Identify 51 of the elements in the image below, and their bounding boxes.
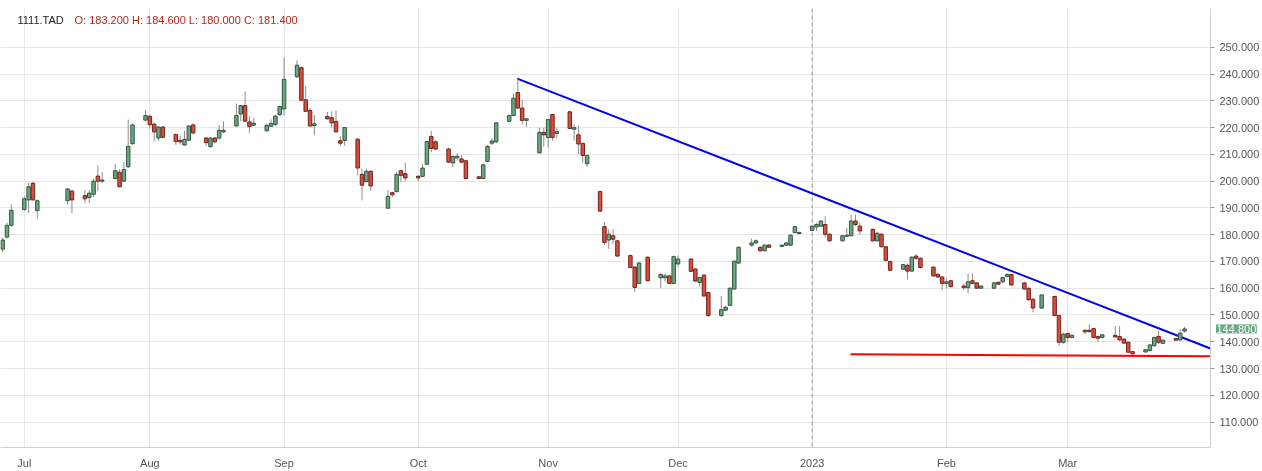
candlestick [125,119,131,169]
y-tick-label: 250.000 [1219,41,1260,54]
x-tick-label: Dec [668,456,689,469]
y-tick-label: 230.000 [1219,94,1260,107]
y-tick-label: 170.000 [1219,255,1260,268]
y-tick-label: 190.000 [1219,201,1260,214]
candlestick [602,221,607,246]
candlestick [541,127,547,148]
candlestick [645,255,650,283]
y-tick-label: 150.000 [1219,309,1260,321]
y-tick-label: 120.000 [1219,389,1260,402]
x-tick-label: Mar [1058,456,1078,469]
y-tick-label: 160.000 [1219,282,1260,295]
x-tick-label: Feb [936,456,956,469]
candlestick [719,295,724,318]
x-tick-label: 2023 [799,456,825,469]
chart-title: 1111.TAD [17,13,64,26]
y-tick-label: 200.000 [1219,175,1260,188]
candlestick [268,118,274,128]
y-tick-label: 180.000 [1219,228,1260,241]
chart-subtitle: O: 183.200 H: 184.600 L: 180.000 C: 181.400 [74,13,298,26]
candlestick [545,118,551,148]
candlestick [30,181,36,201]
candlestick [117,168,122,189]
x-tick-label: Oct [409,456,427,469]
y-tick-label: 240.000 [1219,68,1260,81]
candlestick [576,124,581,155]
x-tick-label: Sep [274,456,294,469]
candlestick [429,130,434,153]
candlestick [424,140,430,166]
candlestick [550,113,555,142]
text: 144.800 [1216,322,1257,335]
candlestick [394,171,399,193]
candlestick [537,127,542,155]
candlestick [606,228,611,250]
x-tick-label: Nov [538,456,559,469]
y-tick-label: 110.000 [1219,416,1259,429]
y-tick-label: 130.000 [1219,362,1260,375]
candlestick [35,198,40,219]
candlestick [312,114,317,136]
candlestick [398,169,404,183]
candlestick [368,169,373,192]
candlestick [571,123,577,142]
candlestick [403,162,408,182]
candlestick [26,182,31,214]
x-tick-label: Jul [17,456,32,469]
candlestick [234,103,239,128]
y-tick-label: 220.000 [1219,121,1260,134]
y-tick-label: 210.000 [1219,148,1260,161]
y-tick-label: 140.000 [1219,335,1260,348]
x-tick-label: Aug [140,456,160,469]
